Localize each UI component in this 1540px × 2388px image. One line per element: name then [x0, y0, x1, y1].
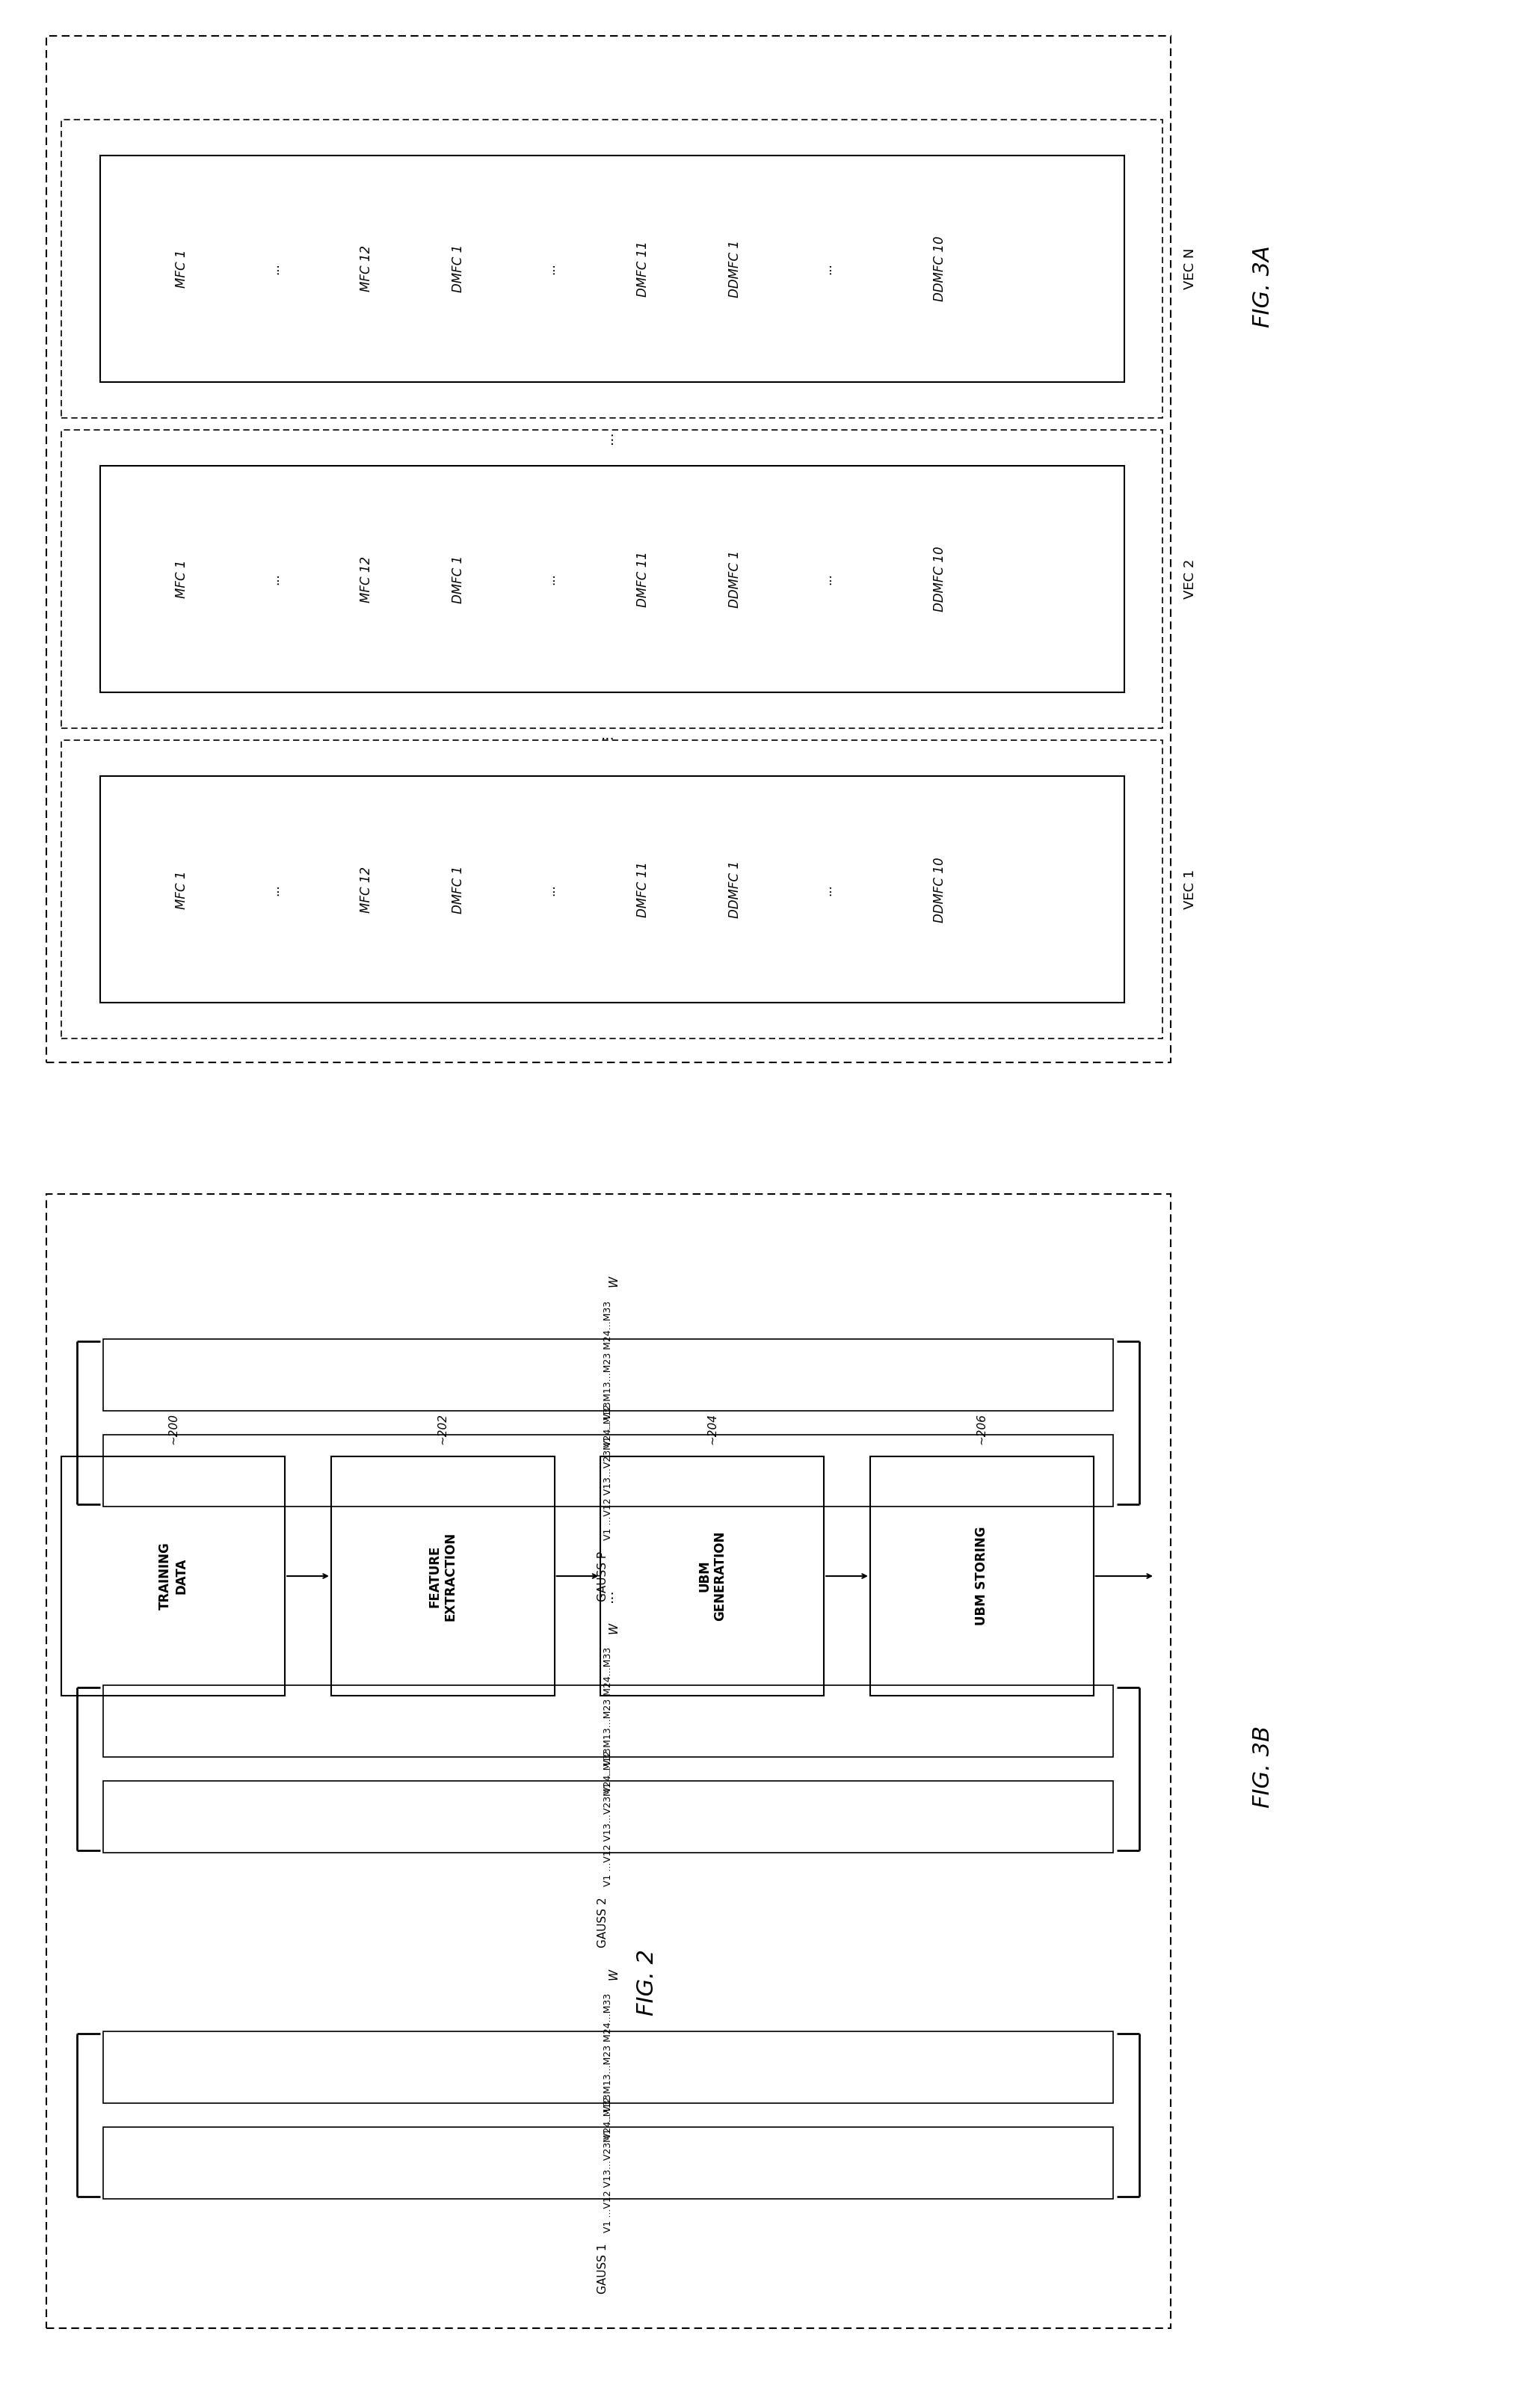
Text: DMFC 11: DMFC 11	[636, 241, 650, 296]
Bar	[870, 1457, 1093, 1695]
Bar	[601, 1457, 824, 1695]
Text: W: W	[608, 1275, 619, 1287]
Bar	[46, 1194, 1170, 2328]
Text: FIG. 3A: FIG. 3A	[1252, 246, 1274, 327]
Text: FIG. 2: FIG. 2	[636, 1949, 658, 2015]
Text: W: W	[608, 1968, 619, 1980]
Text: M1 ...M12 M13...M23 M24...M33: M1 ...M12 M13...M23 M24...M33	[604, 1648, 613, 1796]
Text: DMFC 1: DMFC 1	[451, 554, 465, 604]
Text: V1 ...V12 V13...V23 V24...V33: V1 ...V12 V13...V23 V24...V33	[604, 1402, 613, 1540]
Text: VEC 1: VEC 1	[1184, 869, 1197, 910]
Bar	[103, 1435, 1113, 1507]
Text: M1 ...M12 M13...M23 M24...M33: M1 ...M12 M13...M23 M24...M33	[604, 1301, 613, 1450]
Text: ...: ...	[601, 728, 616, 743]
Bar	[62, 1457, 285, 1695]
Text: DDMFC 1: DDMFC 1	[728, 239, 742, 298]
Text: ...: ...	[544, 263, 557, 275]
Text: V1 ...V12 V13...V23 V24...V33: V1 ...V12 V13...V23 V24...V33	[604, 1748, 613, 1887]
Text: GAUSS 2: GAUSS 2	[598, 1896, 608, 1949]
Text: GAUSS 1: GAUSS 1	[598, 2242, 608, 2295]
Bar	[62, 430, 1163, 728]
Text: VEC N: VEC N	[1184, 248, 1197, 289]
Text: DMFC 1: DMFC 1	[451, 864, 465, 915]
Text: ...: ...	[821, 884, 835, 896]
Text: ...: ...	[821, 263, 835, 275]
Text: DDMFC 10: DDMFC 10	[933, 236, 947, 301]
Text: DDMFC 10: DDMFC 10	[933, 547, 947, 611]
Bar	[103, 2032, 1113, 2104]
Text: MFC 12: MFC 12	[360, 867, 373, 912]
Bar	[103, 1686, 1113, 1758]
Text: ...: ...	[821, 573, 835, 585]
Text: ...: ...	[544, 573, 557, 585]
Bar	[103, 2128, 1113, 2199]
Text: V1 ...V12 V13...V23 V24...V33: V1 ...V12 V13...V23 V24...V33	[604, 2094, 613, 2233]
Text: DDMFC 1: DDMFC 1	[728, 860, 742, 919]
Text: DDMFC 1: DDMFC 1	[728, 549, 742, 609]
Text: ~206: ~206	[976, 1414, 987, 1445]
Bar	[100, 155, 1124, 382]
Text: DDMFC 10: DDMFC 10	[933, 857, 947, 922]
Text: VEC 2: VEC 2	[1184, 559, 1197, 599]
Text: FEATURE
EXTRACTION: FEATURE EXTRACTION	[428, 1531, 457, 1621]
Text: ...: ...	[601, 430, 616, 444]
Text: ~200: ~200	[168, 1414, 179, 1445]
Text: ...: ...	[268, 884, 280, 896]
Bar	[103, 1340, 1113, 1411]
Bar	[62, 740, 1163, 1039]
Text: MFC 1: MFC 1	[176, 869, 189, 910]
Text: ~202: ~202	[437, 1414, 448, 1445]
Text: UBM STORING: UBM STORING	[975, 1526, 989, 1626]
Bar	[62, 119, 1163, 418]
Text: ~204: ~204	[707, 1414, 718, 1445]
Text: M1 ...M12 M13...M23 M24...M33: M1 ...M12 M13...M23 M24...M33	[604, 1994, 613, 2142]
Text: MFC 12: MFC 12	[360, 246, 373, 291]
Text: ...: ...	[268, 263, 280, 275]
Text: UBM
GENERATION: UBM GENERATION	[698, 1531, 727, 1621]
Bar	[103, 1781, 1113, 1853]
Text: DMFC 1: DMFC 1	[451, 244, 465, 294]
Bar	[100, 466, 1124, 693]
Text: MFC 1: MFC 1	[176, 248, 189, 289]
Text: TRAINING
DATA: TRAINING DATA	[159, 1543, 188, 1610]
Text: GAUSS P: GAUSS P	[598, 1550, 608, 1602]
Text: MFC 1: MFC 1	[176, 559, 189, 599]
Text: DMFC 11: DMFC 11	[636, 552, 650, 607]
Text: ...: ...	[544, 884, 557, 896]
Text: ...: ...	[601, 1588, 616, 1602]
Text: DMFC 11: DMFC 11	[636, 862, 650, 917]
Bar	[46, 36, 1170, 1063]
Text: ...: ...	[268, 573, 280, 585]
Text: FIG. 3B: FIG. 3B	[1252, 1727, 1274, 1808]
Bar	[100, 776, 1124, 1003]
Text: MFC 12: MFC 12	[360, 556, 373, 602]
Text: W: W	[608, 1621, 619, 1633]
Bar	[331, 1457, 554, 1695]
